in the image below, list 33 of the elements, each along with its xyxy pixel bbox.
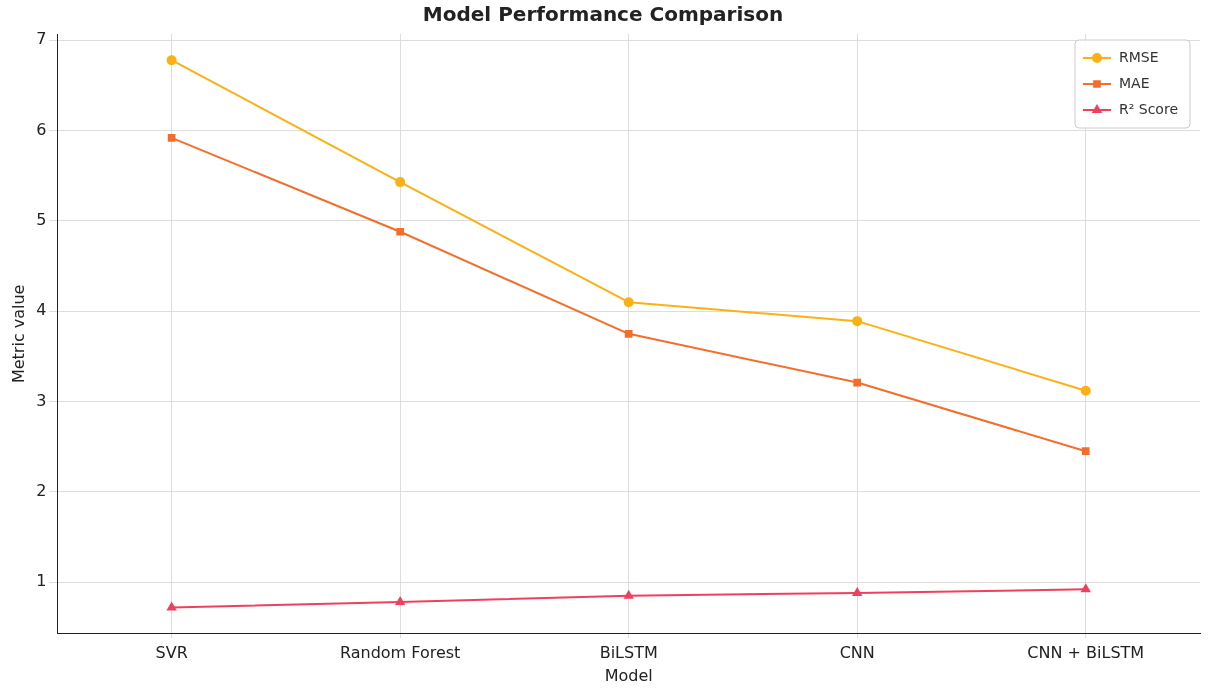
point	[395, 177, 406, 188]
legend-label: R² Score	[1119, 100, 1179, 117]
x-tick-label: CNN + BiLSTM	[1027, 643, 1145, 663]
point	[623, 297, 634, 308]
point	[853, 378, 862, 387]
point	[1080, 385, 1091, 396]
y-tick-label: 2	[36, 480, 47, 500]
x-tick-label: CNN	[839, 643, 875, 663]
x-tick-label: BiLSTM	[599, 643, 658, 663]
point	[167, 134, 176, 142]
point	[624, 329, 633, 338]
x-tick-label: Random Forest	[339, 643, 461, 663]
y-tick-label: 3	[36, 390, 47, 410]
point	[167, 602, 177, 611]
point	[624, 590, 634, 599]
legend-label: RMSE	[1119, 48, 1159, 65]
legend-label: MAE	[1119, 74, 1150, 91]
y-tick-label: 6	[36, 119, 47, 139]
y-tick-label: 7	[36, 29, 47, 49]
point	[852, 587, 862, 596]
chart-title: Model Performance Comparison	[422, 2, 784, 27]
x-axis-title: Model	[604, 665, 653, 685]
point	[395, 597, 405, 605]
y-tick-label: 4	[36, 300, 47, 320]
point	[1081, 584, 1091, 593]
point	[852, 316, 863, 327]
point	[166, 55, 177, 66]
point	[1081, 447, 1090, 456]
y-tick-label: 1	[36, 571, 47, 591]
y-axis-title: Metric value	[8, 284, 28, 384]
point	[396, 227, 404, 236]
y-tick-label: 5	[36, 210, 47, 230]
x-tick-label: SVR	[155, 643, 188, 663]
